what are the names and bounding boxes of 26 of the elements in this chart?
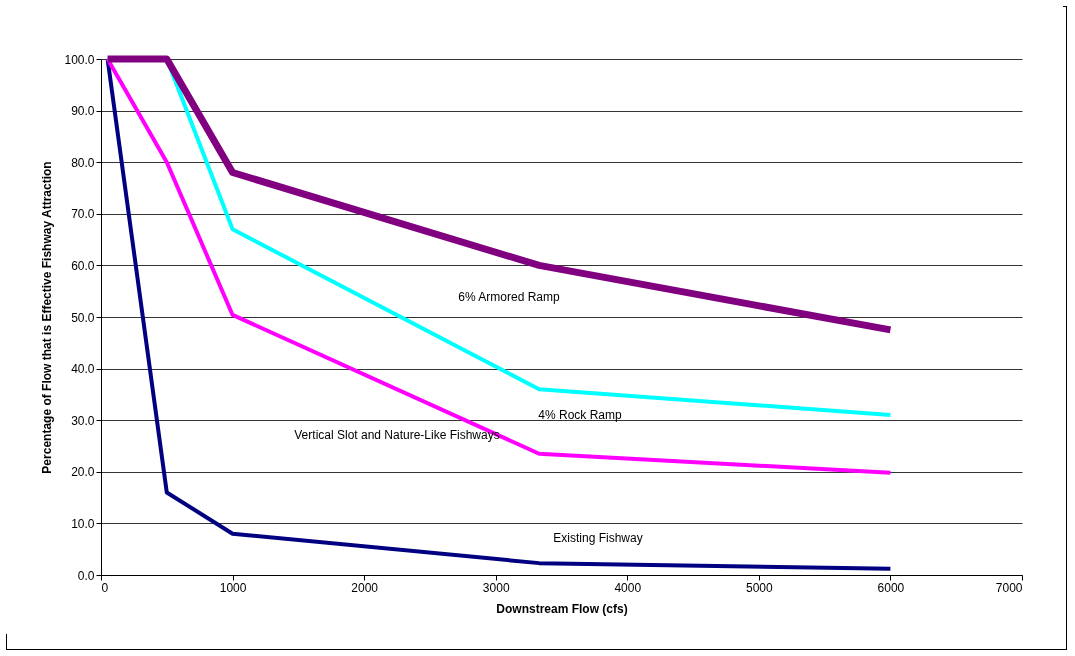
x-tick-label: 0 <box>101 580 109 595</box>
y-tick-label: 30.0 <box>71 413 95 428</box>
series-label: Vertical Slot and Nature-Like Fishways <box>294 428 500 442</box>
y-tick-label: 0.0 <box>77 568 95 583</box>
series-label: Existing Fishway <box>553 531 643 545</box>
x-tick-label: 6000 <box>877 580 905 595</box>
x-tick-label: 4000 <box>614 580 642 595</box>
x-axis-title: Downstream Flow (cfs) <box>496 601 628 616</box>
y-tick-label: 40.0 <box>71 362 95 377</box>
x-tick-label: 5000 <box>746 580 774 595</box>
y-tick-label: 50.0 <box>71 310 95 325</box>
x-tick-label: 2000 <box>351 580 379 595</box>
y-tick-label: 100.0 <box>64 52 95 67</box>
y-tick-label: 80.0 <box>71 155 95 170</box>
y-tick-label: 90.0 <box>71 104 95 119</box>
y-axis-title: Percentage of Flow that is Effective Fishway Attraction <box>40 161 55 474</box>
y-tick-label: 20.0 <box>71 465 95 480</box>
y-tick-label: 70.0 <box>71 207 95 222</box>
x-tick-label: 7000 <box>995 580 1023 595</box>
series-label: 4% Rock Ramp <box>538 408 622 422</box>
line-series <box>105 57 893 571</box>
y-tick-label: 60.0 <box>71 258 95 273</box>
x-tick-label: 3000 <box>482 580 510 595</box>
x-tick-label: 1000 <box>219 580 247 595</box>
y-tick-label: 10.0 <box>71 516 95 531</box>
series-label: 6% Armored Ramp <box>458 290 561 304</box>
